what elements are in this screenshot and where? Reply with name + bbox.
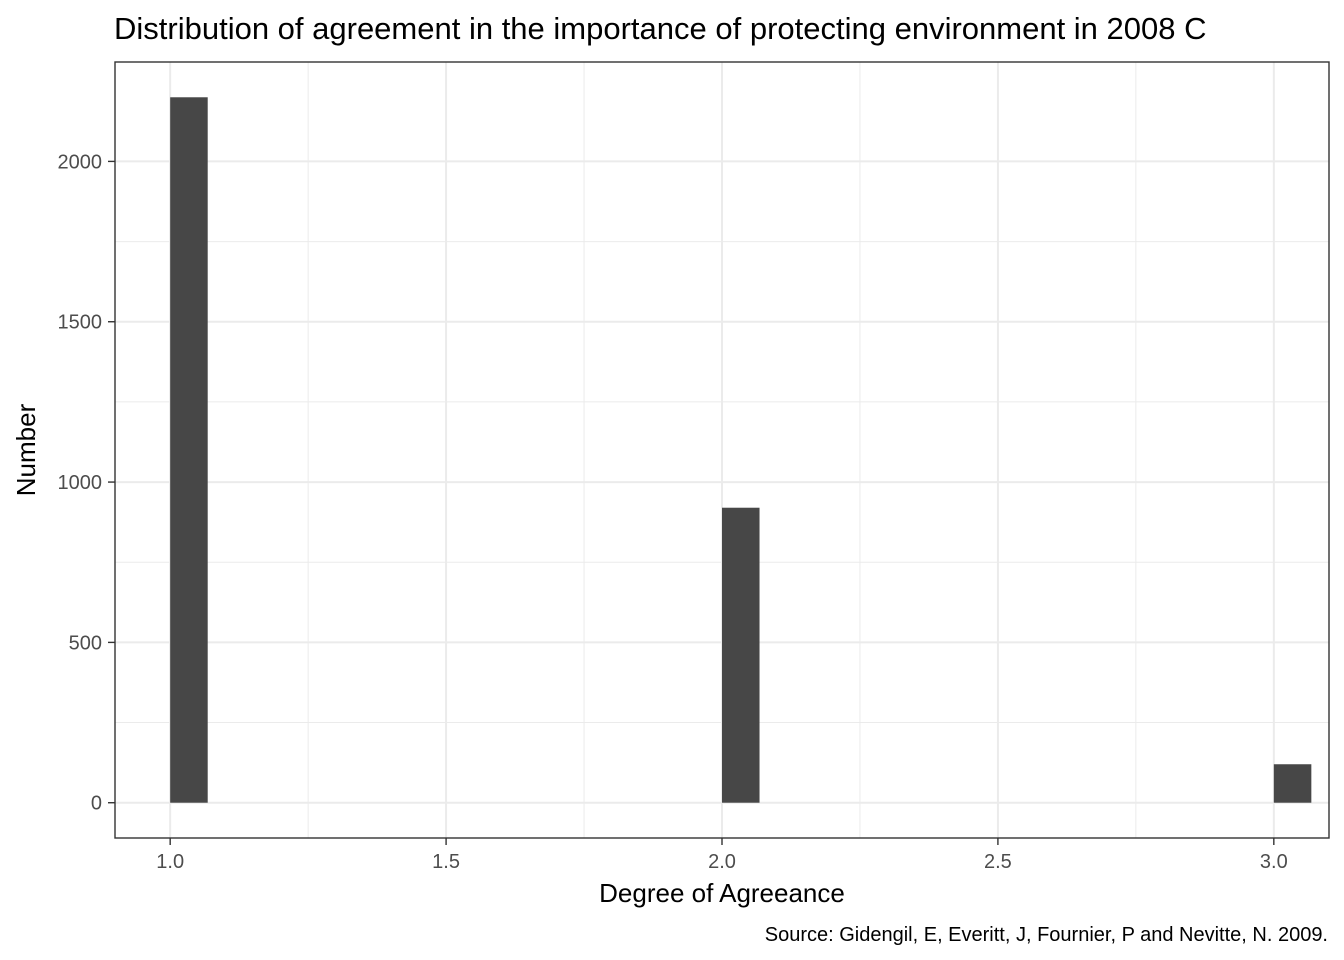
y-axis-title: Number — [11, 403, 41, 496]
bar — [1273, 764, 1312, 803]
x-tick-label: 3.0 — [1260, 851, 1288, 873]
axis-ticks — [108, 160, 1275, 845]
chart-title: Distribution of agreement in the importa… — [114, 11, 1207, 46]
bar — [722, 507, 760, 803]
bar — [170, 97, 208, 803]
y-tick-label: 0 — [91, 793, 102, 815]
x-axis-title: Degree of Agreeance — [599, 878, 845, 908]
x-tick-label: 2.5 — [984, 851, 1012, 873]
x-tick-label: 1.0 — [156, 851, 184, 873]
y-tick-label: 2000 — [58, 151, 103, 173]
y-tick-label: 500 — [69, 632, 102, 654]
source-caption: Source: Gidengil, E, Everitt, J, Fournie… — [765, 924, 1328, 946]
y-tick-label: 1500 — [58, 312, 103, 334]
y-tick-label: 1000 — [58, 472, 103, 494]
axis-tick-labels: 1.0 1.5 2.0 2.5 3.0 0 500 1000 1500 2000 — [58, 151, 1288, 873]
bars — [170, 97, 1312, 803]
x-tick-label: 2.0 — [708, 851, 736, 873]
x-tick-label: 1.5 — [432, 851, 460, 873]
